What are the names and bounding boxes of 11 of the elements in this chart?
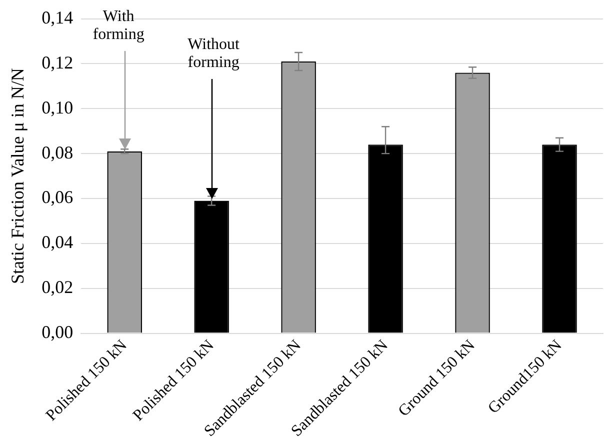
y-axis-title: Static Friction Value μ in N/N	[8, 68, 28, 284]
y-tick-label: 0,10	[42, 97, 74, 118]
y-tick-label: 0,12	[42, 52, 74, 72]
y-tick-label: 0,04	[42, 232, 74, 252]
annotation: Without forming	[188, 36, 240, 72]
y-tick-label: 0,02	[42, 277, 74, 298]
y-tick-label: 0,06	[42, 187, 74, 208]
y-tick-label: 0,00	[42, 322, 74, 342]
annotation: With forming	[92, 8, 144, 44]
y-tick-label: 0,14	[42, 8, 74, 28]
y-tick-label: 0,08	[42, 142, 74, 162]
